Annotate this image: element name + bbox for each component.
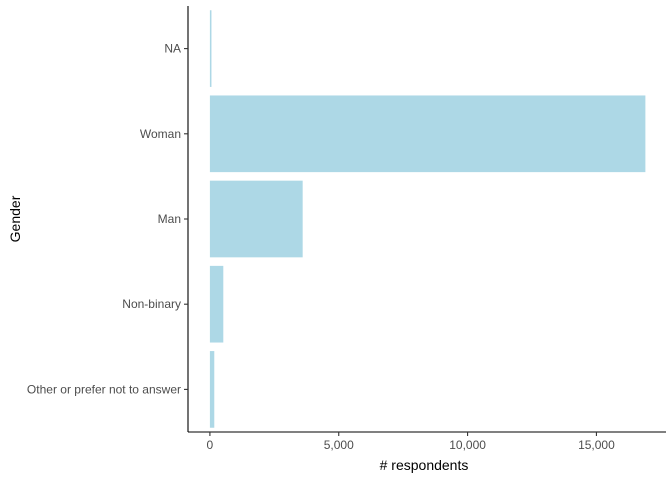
x-ticks-layer: 0 5,000 10,000 15,000 xyxy=(207,432,615,452)
y-ticks-layer: NA Woman Man Non-binary Other or prefer not … xyxy=(27,42,188,396)
y-tick-label: Woman xyxy=(140,127,181,141)
x-tick-label: 10,000 xyxy=(449,438,486,452)
y-tick-label: Man xyxy=(158,212,181,226)
bar-man xyxy=(209,180,303,258)
bars-layer xyxy=(209,10,646,428)
bar-non-binary xyxy=(209,265,224,343)
x-tick-label: 0 xyxy=(207,438,214,452)
y-tick-label: NA xyxy=(164,42,181,56)
y-tick-label: Non-binary xyxy=(122,297,181,311)
bar-other-or-prefer-not-to-answer xyxy=(209,351,215,428)
y-axis-title: Gender xyxy=(7,195,23,242)
x-tick-label: 15,000 xyxy=(578,438,615,452)
x-tick-label: 5,000 xyxy=(324,438,354,452)
y-tick-label: Other or prefer not to answer xyxy=(27,382,181,396)
bar-na xyxy=(209,10,212,87)
bar-woman xyxy=(209,95,646,173)
x-axis-title: # respondents xyxy=(380,457,469,473)
